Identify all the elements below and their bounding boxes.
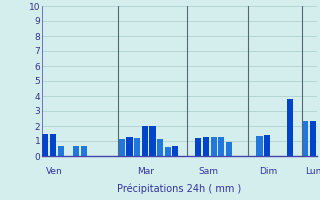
Bar: [157, 139, 163, 156]
Bar: [149, 126, 156, 156]
Bar: [165, 147, 171, 156]
Bar: [42, 134, 49, 156]
Text: Mar: Mar: [137, 166, 154, 176]
Text: Sam: Sam: [198, 166, 218, 176]
Bar: [211, 137, 217, 156]
Bar: [203, 137, 209, 156]
Bar: [126, 137, 132, 156]
Bar: [287, 99, 293, 156]
Bar: [218, 137, 224, 156]
Text: Dim: Dim: [260, 166, 278, 176]
Bar: [50, 134, 56, 156]
Bar: [119, 139, 125, 156]
Bar: [172, 146, 179, 156]
Bar: [58, 146, 64, 156]
Bar: [195, 138, 201, 156]
Bar: [310, 121, 316, 156]
Bar: [256, 136, 262, 156]
Bar: [302, 121, 308, 156]
Text: Précipitations 24h ( mm ): Précipitations 24h ( mm ): [117, 183, 241, 194]
Text: Lun: Lun: [305, 166, 320, 176]
Bar: [226, 142, 232, 156]
Bar: [264, 135, 270, 156]
Text: Ven: Ven: [45, 166, 62, 176]
Bar: [81, 146, 87, 156]
Bar: [134, 138, 140, 156]
Bar: [142, 126, 148, 156]
Bar: [73, 146, 79, 156]
